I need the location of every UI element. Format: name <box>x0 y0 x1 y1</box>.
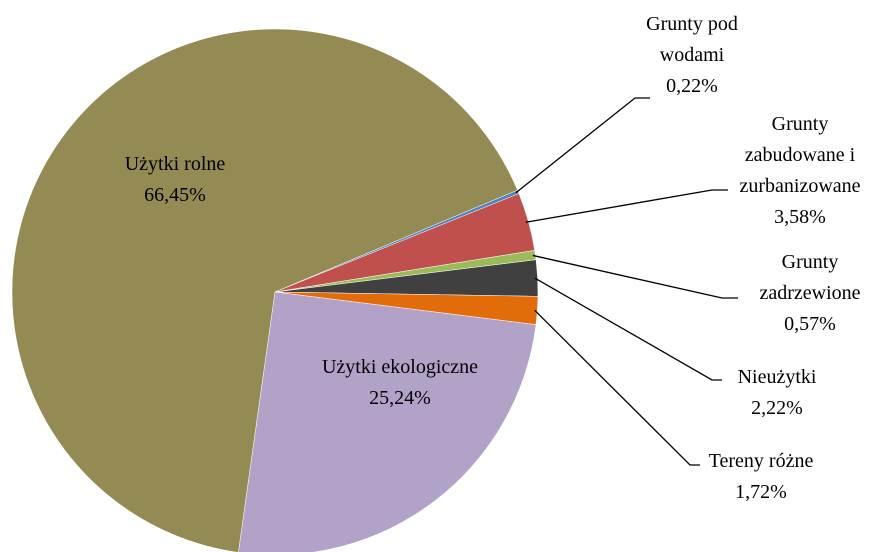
value-label: 0,57% <box>784 313 836 335</box>
category-label: Użytki rolne <box>124 153 226 175</box>
value-label: 0,22% <box>666 75 718 97</box>
leader-line <box>534 277 722 381</box>
pie-slice <box>11 28 518 552</box>
slice-label: Nieużytki 2,22% <box>707 362 847 424</box>
slice-label: Grunty pod wodami 0,22% <box>622 9 762 102</box>
value-label: 2,22% <box>751 397 803 419</box>
category-label: Tereny różne <box>708 450 814 472</box>
leader-line <box>525 189 728 223</box>
slice-label: Użytki rolne 66,45% <box>125 149 226 211</box>
leader-line <box>534 309 700 466</box>
category-label: Grunty zadrzewione <box>759 251 861 304</box>
slice-label: Tereny różne 1,72% <box>691 446 831 508</box>
value-label: 1,72% <box>735 481 787 503</box>
category-label: Grunty zabudowane i zurbanizowane <box>739 113 861 197</box>
value-label: 3,58% <box>774 206 826 228</box>
value-label: 25,24% <box>369 387 431 409</box>
category-label: Użytki ekologiczne <box>321 356 479 378</box>
pie-slice <box>238 291 537 552</box>
category-label: Grunty pod wodami <box>646 13 738 66</box>
slice-label: Użytki ekologiczne 25,24% <box>322 352 478 414</box>
slice-label: Grunty zabudowane i zurbanizowane 3,58% <box>720 109 880 233</box>
category-label: Nieużytki <box>737 366 817 388</box>
leader-line <box>532 254 738 299</box>
slice-label: Grunty zadrzewione 0,57% <box>740 247 880 340</box>
leader-line <box>515 97 650 194</box>
value-label: 66,45% <box>144 184 206 206</box>
